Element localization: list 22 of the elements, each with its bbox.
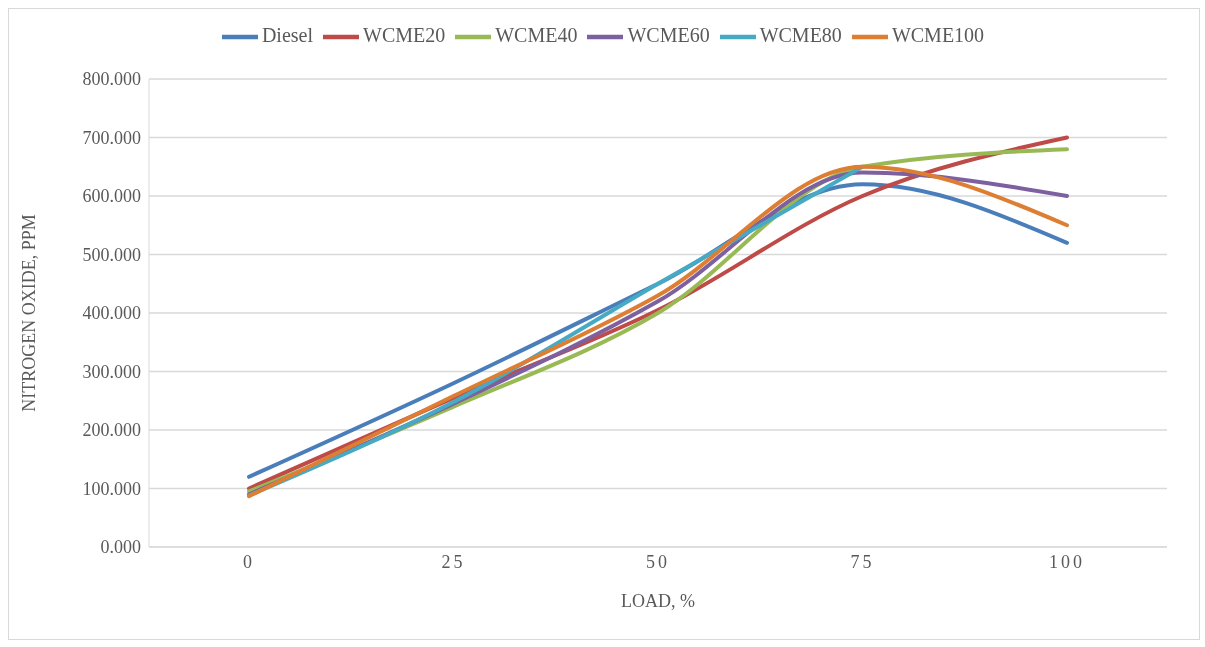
y-tick-label: 500.000 (82, 244, 141, 265)
y-tick-label: 100.000 (82, 478, 141, 499)
y-tick-label: 400.000 (82, 303, 141, 324)
x-axis-title: LOAD, % (621, 591, 695, 611)
y-tick-label: 800.000 (82, 69, 141, 90)
y-tick-label: 700.000 (82, 127, 141, 148)
x-tick-label: 100 (1049, 551, 1085, 572)
x-tick-label: 75 (850, 551, 875, 572)
legend-label: WCME100 (891, 23, 985, 46)
y-tick-label: 200.000 (82, 420, 141, 441)
legend-label: Diesel (261, 23, 313, 46)
x-tick-label: 50 (646, 551, 670, 572)
legend-label: WCME20 (363, 23, 446, 46)
legend-label: WCME40 (495, 23, 578, 46)
y-tick-label: 600.000 (82, 186, 141, 207)
x-tick-label: 25 (441, 551, 466, 572)
y-tick-label: 300.000 (82, 361, 141, 382)
y-tick-label: 0.000 (100, 537, 141, 558)
y-axis-title: NITROGEN OXIDE, PPM (19, 214, 40, 412)
legend-label: WCME60 (627, 23, 710, 46)
x-tick-label: 0 (243, 551, 255, 572)
legend-label: WCME80 (759, 23, 842, 46)
